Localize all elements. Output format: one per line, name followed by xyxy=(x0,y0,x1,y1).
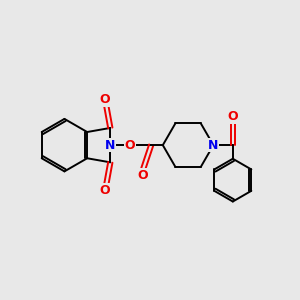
Text: O: O xyxy=(99,93,110,106)
Text: O: O xyxy=(124,139,135,152)
Text: O: O xyxy=(137,169,148,182)
Text: N: N xyxy=(105,139,116,152)
Text: N: N xyxy=(208,139,219,152)
Text: O: O xyxy=(99,184,110,197)
Text: O: O xyxy=(227,110,238,123)
